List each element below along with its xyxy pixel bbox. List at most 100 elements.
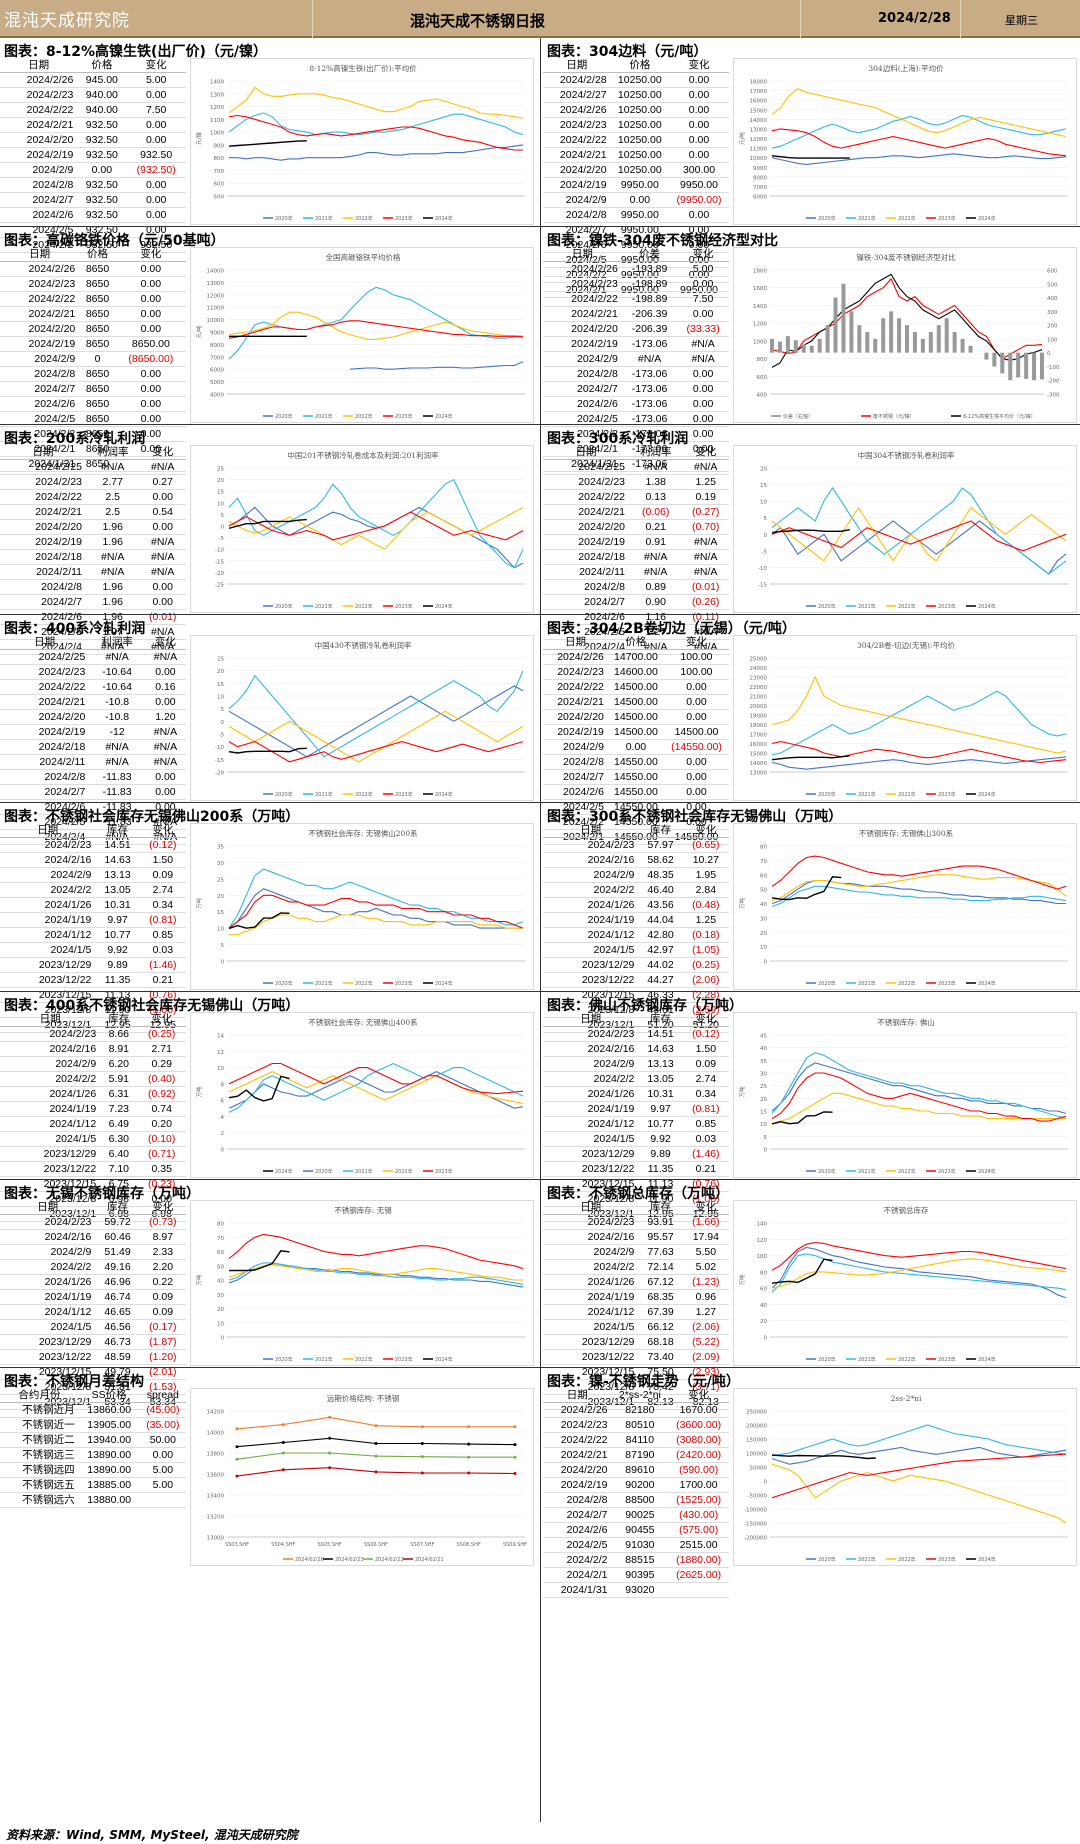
x-tick-label: SS04.SHF bbox=[271, 1542, 295, 1548]
table-header-row: 日期 库存 变化 bbox=[543, 1012, 729, 1028]
table-cell: 11.13 bbox=[638, 1176, 683, 1193]
table-cell: #N/A bbox=[89, 649, 145, 666]
y-tick-label: 35 bbox=[217, 845, 224, 851]
y-tick-label: -200000 bbox=[744, 1536, 767, 1542]
legend-label: 2021年 bbox=[315, 603, 333, 610]
table-cell: 2024/2/19 bbox=[543, 1477, 612, 1494]
y-tick-label: 6000 bbox=[753, 195, 767, 201]
table-row: 2024/2/7 -173.06 0.00 bbox=[543, 381, 729, 398]
y-tick-label: 13800 bbox=[207, 1452, 225, 1458]
table-cell: #N/A bbox=[629, 564, 683, 581]
table-row: 2024/2/20 -206.39 (33.33) bbox=[543, 321, 729, 338]
table-cell: -173.06 bbox=[621, 411, 678, 428]
table-row: 2024/2/8 932.50 0.00 bbox=[0, 177, 186, 194]
table-cell: (1.23) bbox=[682, 1274, 729, 1291]
table-cell: 0.00 bbox=[126, 207, 186, 224]
table-cell: 0.00 bbox=[115, 276, 186, 293]
series-line bbox=[771, 876, 842, 901]
y-tick-label: -10 bbox=[215, 745, 224, 751]
table-cell: 2024/1/12 bbox=[0, 1304, 96, 1321]
table-cell: 2024/2/22 bbox=[0, 102, 78, 119]
table-cell: 7.50 bbox=[126, 102, 186, 119]
table-row: 2024/2/8 -173.06 0.00 bbox=[543, 366, 729, 383]
legend-label: 2024/02/21 bbox=[415, 1557, 444, 1563]
line-chart: 远期价格结构: 不锈钢 14200 14000 13800 13600 13400 1320… bbox=[190, 1388, 534, 1566]
table-cell: 0.00 bbox=[115, 291, 186, 308]
chart-svg: 304边料(上海):平均价 18000 17000 16000 15000 14000 13… bbox=[738, 63, 1068, 222]
series-line bbox=[228, 1250, 290, 1272]
legend-label: 价差（右轴） bbox=[783, 413, 813, 420]
table-cell: 2024/1/5 bbox=[543, 1131, 639, 1148]
table-cell: 0.00 bbox=[126, 192, 186, 209]
table-cell: 2024/1/5 bbox=[0, 942, 96, 959]
table-cell: 0.00 bbox=[115, 306, 186, 323]
report-weekday: 星期三 bbox=[1005, 14, 1038, 27]
table-cell: 2024/2/25 bbox=[0, 459, 87, 476]
table-cell: 42.97 bbox=[638, 942, 683, 959]
table-cell: 82180 bbox=[611, 1402, 669, 1419]
table-cell: (0.10) bbox=[137, 1131, 186, 1148]
chart-title: 全国高碳铬铁平均价格 bbox=[326, 252, 401, 262]
table-cell: 1.50 bbox=[682, 1041, 729, 1058]
y-tick-label: 10 bbox=[760, 500, 767, 506]
table-row: 2024/2/28 10250.00 0.00 bbox=[543, 72, 729, 89]
table-cell: -11.83 bbox=[89, 769, 145, 786]
table-cell: 9950.00 bbox=[610, 207, 670, 224]
series-line bbox=[228, 868, 524, 929]
table-cell: 0.00 bbox=[669, 72, 729, 89]
series-line bbox=[228, 518, 307, 529]
table-cell: 2024/2/21 bbox=[543, 147, 611, 164]
table-cell: 100.00 bbox=[663, 649, 729, 666]
table-cell: 2024/2/9 bbox=[543, 739, 608, 756]
y-tick-label: 11000 bbox=[207, 306, 225, 312]
x-tick-label: SS08.SHF bbox=[457, 1542, 481, 1548]
y-tick-label: 10000 bbox=[207, 318, 225, 324]
data-point bbox=[235, 1457, 239, 1461]
table-row: 不锈钢近一 13905.00 (35.00) bbox=[0, 1417, 186, 1434]
table-cell: 2024/1/5 bbox=[0, 1319, 96, 1336]
table-cell: 2024/2/20 bbox=[0, 709, 90, 726]
table-cell: 2024/1/5 bbox=[0, 1131, 101, 1148]
table-row: 2024/2/5 8650 0.00 bbox=[0, 411, 186, 428]
panel-title: 图表：镍-不锈钢走势（元/吨） bbox=[547, 1374, 740, 1390]
series-line bbox=[228, 1233, 524, 1270]
legend-label: 2024年 bbox=[435, 413, 453, 420]
table-row: 2024/1/12 42.80 (0.18) bbox=[543, 927, 729, 944]
table-cell: -11.83 bbox=[89, 799, 145, 816]
table-cell: 67.39 bbox=[638, 1304, 683, 1321]
table-row: 2024/1/26 6.31 (0.92) bbox=[0, 1086, 186, 1103]
column-header: 日期 bbox=[543, 1012, 639, 1028]
table-row: 2024/2/20 932.50 0.00 bbox=[0, 132, 186, 149]
header-divider bbox=[800, 0, 801, 38]
y-tick-label: 100 bbox=[757, 1254, 768, 1260]
table-cell: 5.00 bbox=[126, 72, 186, 89]
legend-label: 2024/02/22 bbox=[375, 1557, 404, 1563]
report-title: 混沌天成不锈钢日报 bbox=[410, 12, 546, 30]
table-row: 2024/2/23 8650 0.00 bbox=[0, 276, 186, 293]
series-line bbox=[771, 1062, 1067, 1115]
panel: 图表：400系不锈钢社会库存无锡佛山（万吨） 日期 库存 变化 2024/2/23 8.6… bbox=[0, 992, 538, 1223]
panel-title: 图表：400系不锈钢社会库存无锡佛山（万吨） bbox=[4, 998, 300, 1014]
series-line bbox=[228, 741, 524, 763]
y-tick-label: 19000 bbox=[750, 714, 768, 720]
panel-title: 图表：200系冷轧利润 bbox=[4, 431, 146, 447]
table-cell: 2024/2/21 bbox=[0, 694, 90, 711]
table-cell: 10.77 bbox=[95, 927, 140, 944]
legend-label: 2021年 bbox=[355, 1168, 373, 1175]
y-tick-label: 13600 bbox=[207, 1473, 225, 1479]
y-tick-label: 1200 bbox=[753, 322, 767, 328]
table-cell: (590.00) bbox=[668, 1462, 729, 1479]
table-row: 2024/2/16 95.57 17.94 bbox=[543, 1229, 729, 1246]
legend-label: 2022年 bbox=[898, 1556, 916, 1563]
line-chart: 不锈钢社会库存: 无锡佛山200系 35 30 25 20 15 10 5 0 万吨 2020年 20… bbox=[190, 823, 534, 990]
data-table: 日期 库存 变化 2024/2/23 57.97 (0.65) 2024/2/16 58.62… bbox=[543, 823, 729, 1034]
y-tick-label: 30 bbox=[217, 1293, 224, 1299]
chart-svg: 2ss-2*ni 250000 200000 150000 100000 50000 0 -5… bbox=[744, 1394, 1068, 1563]
table-cell: 2024/2/19 bbox=[0, 724, 90, 741]
y-tick-label: 15000 bbox=[750, 752, 768, 758]
table-cell: 2.74 bbox=[139, 882, 186, 899]
y-tick-label: 0 bbox=[764, 1480, 768, 1486]
y-tick-label: 20 bbox=[760, 1319, 767, 1325]
table-row: 2024/2/2 72.14 5.02 bbox=[543, 1259, 729, 1276]
table-row: 2024/2/21 10250.00 0.00 bbox=[543, 147, 729, 164]
